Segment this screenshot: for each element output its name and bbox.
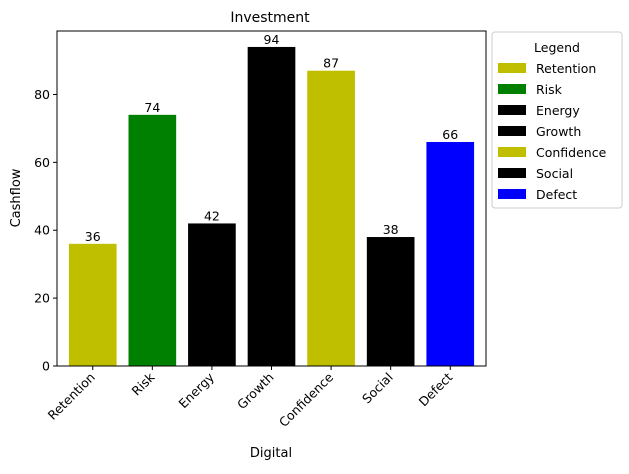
x-tick-label-confidence: Confidence	[276, 369, 337, 430]
legend-swatch-growth	[498, 126, 526, 136]
x-tick-label-social: Social	[359, 370, 396, 407]
value-label-social: 38	[383, 222, 399, 237]
plot-frame	[56, 30, 487, 367]
value-label-defect: 66	[442, 127, 458, 142]
legend-frame	[491, 31, 623, 209]
x-tick-label-energy: Energy	[175, 369, 217, 411]
value-label-retention: 36	[85, 229, 101, 244]
x-tick-label-defect: Defect	[416, 369, 456, 409]
bars-group	[68, 46, 475, 366]
value-label-growth: 94	[264, 32, 280, 47]
bar-energy	[188, 223, 236, 366]
legend-items: Retention Risk Energy Growth Confidence Socia…	[498, 61, 607, 202]
legend-label-social: Social	[536, 166, 573, 181]
chart-title: Investment	[230, 10, 310, 26]
legend-swatch-energy	[498, 105, 526, 115]
legend-label-growth: Growth	[536, 124, 581, 139]
legend-swatch-retention	[498, 63, 526, 73]
y-tick-label-80: 80	[34, 87, 50, 102]
value-label-risk: 74	[144, 100, 160, 115]
legend-swatch-confidence	[498, 147, 526, 157]
legend: Legend Retention Risk Energy Growth Confiden…	[491, 31, 623, 209]
y-tick-label-0: 0	[42, 359, 50, 374]
bar-defect	[426, 141, 475, 366]
y-axis: 0 20 40 60 80	[34, 87, 57, 374]
x-axis-label: Digital	[250, 446, 292, 461]
legend-title: Legend	[534, 40, 580, 55]
bar-risk	[128, 114, 177, 366]
bar-confidence	[307, 70, 355, 366]
x-axis: Retention Risk Energy Growth Confidence Socia…	[45, 366, 456, 430]
y-axis-label: Cashflow	[9, 168, 24, 227]
legend-swatch-risk	[498, 84, 526, 94]
value-labels-group: 36 74 42 94 87 38 66	[85, 32, 458, 244]
legend-label-risk: Risk	[536, 82, 563, 97]
y-tick-label-40: 40	[34, 223, 50, 238]
y-tick-label-20: 20	[34, 291, 50, 306]
bar-social	[366, 237, 415, 366]
bar-growth	[247, 46, 296, 366]
x-tick-label-risk: Risk	[129, 369, 158, 398]
value-label-confidence: 87	[323, 56, 339, 71]
legend-swatch-social	[498, 168, 526, 178]
value-label-energy: 42	[204, 208, 220, 223]
legend-swatch-defect	[498, 189, 526, 199]
y-tick-label-60: 60	[34, 155, 50, 170]
legend-label-defect: Defect	[536, 187, 577, 202]
legend-label-retention: Retention	[536, 61, 596, 76]
legend-label-confidence: Confidence	[536, 145, 607, 160]
x-tick-label-retention: Retention	[45, 370, 98, 423]
legend-label-energy: Energy	[536, 103, 580, 118]
bar-retention	[68, 243, 117, 366]
x-tick-label-growth: Growth	[234, 370, 277, 413]
